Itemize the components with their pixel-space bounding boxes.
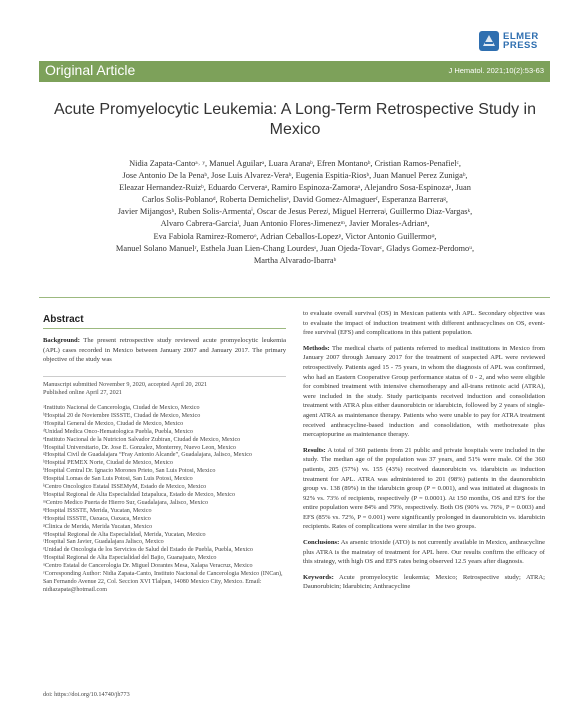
author-line: Jose Antonio De la Penaᵇ, Jose Luis Alva… — [122, 171, 468, 181]
affiliations-list: ᵃInstituto Nacional de Cancerologia, Ciu… — [43, 405, 286, 595]
manuscript-divider — [43, 376, 286, 377]
results-text: A total of 360 patients from 21 public a… — [303, 446, 545, 531]
author-line: Eleazar Hernandez-Ruizᵇ, Eduardo Cervera… — [119, 183, 471, 193]
affiliation: ʲHospital Lomas de San Luis Potosi, San … — [43, 476, 193, 483]
abstract-results: Results: A total of 360 patients from 21… — [303, 446, 545, 532]
affiliation: ˢUnidad de Oncologia de los Servicios de… — [43, 547, 253, 554]
journal-citation: J Hematol. 2021;10(2):53-63 — [448, 66, 544, 75]
affiliation: ᵉInstituto Nacional de la Nutricion Salv… — [43, 436, 241, 443]
author-line: Martha Alvarado-Ibarraᵇ — [253, 255, 337, 265]
logo-line-2: PRESS — [503, 40, 538, 51]
affiliation: ᵐCentro Medico Puerta de Hierro Sur, Gua… — [43, 499, 209, 506]
methods-label: Methods: — [303, 344, 330, 352]
affiliation: ᵘCentro Estatal de Cancerologia Dr. Migu… — [43, 563, 253, 570]
affiliation: ᵍHospital Civil de Guadalajara “Fray Ant… — [43, 452, 252, 459]
conclusions-label: Conclusions: — [303, 539, 340, 547]
author-line: Javier Mijangosʰ, Ruben Solis-Armentaⁱ, … — [117, 207, 473, 217]
author-line: Manuel Solano Manuelʳ, Esthela Juan Lien… — [115, 243, 475, 253]
background-label: Background: — [43, 337, 80, 344]
conclusions-text: As arsenic trioxide (ATO) is not current… — [303, 539, 545, 566]
abstract-heading-rule — [43, 328, 286, 329]
abstract-top-rule — [39, 297, 550, 298]
abstract-keywords: Keywords: Acute promyelocytic leukemia; … — [303, 573, 545, 592]
publisher-logo: ELMER PRESS — [479, 31, 539, 51]
abstract-conclusions: Conclusions: As arsenic trioxide (ATO) i… — [303, 538, 545, 567]
abstract-left-column: Background: The present retrospective st… — [43, 336, 286, 371]
affiliation: ᵈUnidad Medica Onco-Hematologica Puebla,… — [43, 428, 193, 435]
author-line: Alvaro Cabrera-Garciaˡ, Juan Antonio Flo… — [160, 219, 430, 229]
submitted-date: Manuscript submitted November 9, 2020, a… — [43, 381, 208, 388]
keywords-text: Acute promyelocytic leukemia; Mexico; Re… — [303, 573, 545, 591]
affiliation: ⁱHospital Central Dr. Ignacio Morones Pr… — [43, 468, 216, 475]
results-label: Results: — [303, 446, 326, 454]
affiliation: ᶜHospital General de Mexico, Ciudad de M… — [43, 420, 184, 427]
affiliation: ʳHospital San Javier, Guadalajara Jalisc… — [43, 539, 164, 546]
methods-text: The medical charts of patients referred … — [303, 344, 545, 439]
affiliation: ᵠHospital Regional de Alta Especialidad,… — [43, 531, 206, 538]
author-line: Nidia Zapata-Cantoᵃ˒ ʸ, Manuel Aguilarᵃ,… — [129, 159, 461, 168]
author-line: Carlos Solis-Poblanoᵈ, Roberta Demicheli… — [141, 195, 448, 205]
affiliation: ᵇHospital 20 de Noviembre ISSSTE, Ciudad… — [43, 412, 201, 419]
affiliation: ˡHospital Regional de Alta Especialidad … — [43, 491, 236, 498]
keywords-label: Keywords: — [303, 573, 334, 581]
affiliation: ᵖClinica de Merida, Merida Yucatan, Mexi… — [43, 523, 153, 530]
section-label: Original Article — [45, 62, 136, 78]
article-header-bar: Original Article J Hematol. 2021;10(2):5… — [39, 61, 550, 82]
elmer-press-logo-icon — [479, 31, 499, 51]
abstract-right-column: to evaluate overall survival (OS) in Mex… — [303, 309, 545, 598]
affiliation: ᵃInstituto Nacional de Cancerologia, Ciu… — [43, 405, 200, 411]
abstract-heading: Abstract — [43, 314, 84, 325]
corresponding-author: ʸCorresponding Author: Nidia Zapata-Cant… — [43, 571, 283, 593]
logo-line-1: ELMER — [503, 31, 539, 42]
affiliation: ᵗHospital Regional de Alta Especialidad … — [43, 555, 217, 562]
abstract-background: Background: The present retrospective st… — [43, 336, 286, 365]
affiliation: ʰHospital PEMEX Norte, Ciudad de Mexico,… — [43, 460, 173, 467]
affiliation: ᶠHospital Universitario, Dr. Jose E. Gon… — [43, 444, 236, 451]
affiliation: ᵏCentro Oncologico Estatal ISSEMyM, Esta… — [43, 484, 207, 491]
manuscript-dates: Manuscript submitted November 9, 2020, a… — [43, 381, 286, 398]
author-list: Nidia Zapata-Cantoᵃ˒ ʸ, Manuel Aguilarᵃ,… — [50, 158, 540, 267]
affiliation: ᵒHospital ISSSTE, Oaxaca, Oaxaca, Mexico — [43, 515, 151, 522]
abstract-methods: Methods: The medical charts of patients … — [303, 344, 545, 440]
background-continuation: to evaluate overall survival (OS) in Mex… — [303, 310, 545, 337]
doi-link[interactable]: doi: https://doi.org/10.14740/jh773 — [43, 691, 130, 698]
published-date: Published online April 27, 2021 — [43, 389, 122, 397]
author-line: Eva Fabiola Ramirez-Romeroᵒ, Adrian Ceba… — [153, 231, 437, 241]
affiliation: ⁿHospital ISSSTE, Merida, Yucatan, Mexic… — [43, 507, 152, 514]
article-title: Acute Promyelocytic Leukemia: A Long-Ter… — [54, 101, 536, 138]
background-text: The present retrospective study reviewed… — [43, 337, 286, 364]
